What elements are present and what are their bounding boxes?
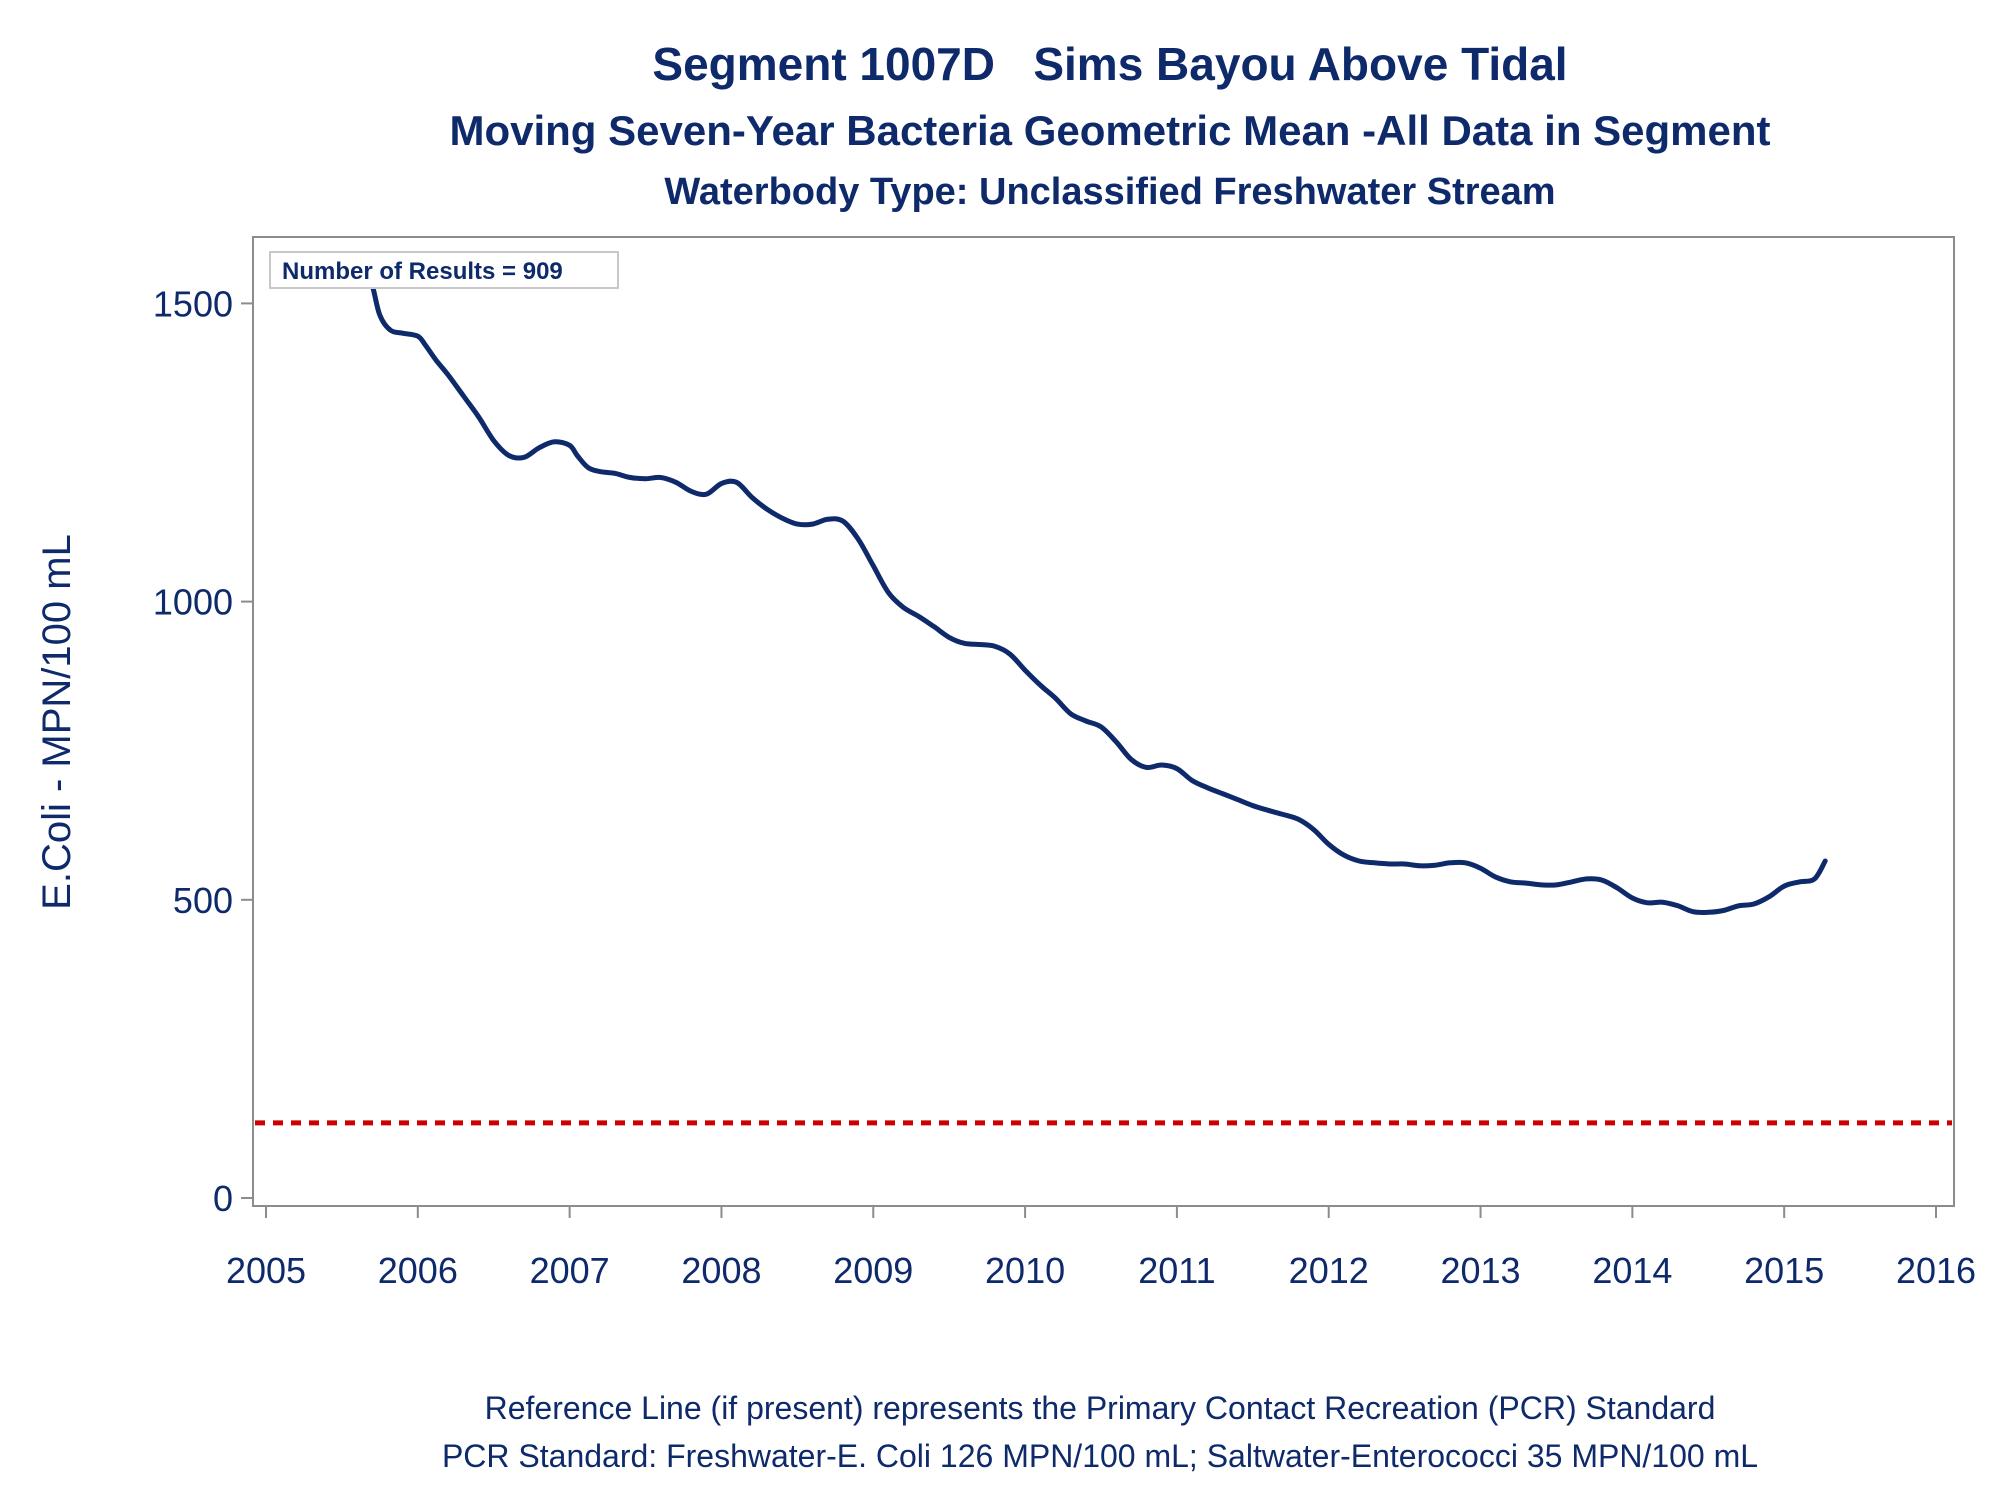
chart-title: Segment 1007D Sims Bayou Above Tidal xyxy=(652,38,1567,90)
x-tick-label: 2013 xyxy=(1440,1250,1520,1291)
x-tick-label: 2010 xyxy=(985,1250,1065,1291)
x-tick-label: 2015 xyxy=(1744,1250,1824,1291)
y-tick-label: 500 xyxy=(173,880,233,921)
x-tick-label: 2006 xyxy=(378,1250,458,1291)
x-axis: 2005 2006 2007 2008 2009 2010 2011 2012 2013 2014… xyxy=(226,1206,1976,1291)
x-tick-label: 2007 xyxy=(530,1250,610,1291)
y-tick-label: 1500 xyxy=(153,283,233,324)
plot-area xyxy=(253,237,1954,1206)
x-tick-label: 2014 xyxy=(1592,1250,1672,1291)
chart: Segment 1007D Sims Bayou Above Tidal Mov… xyxy=(0,0,2000,1500)
x-tick-label: 2016 xyxy=(1896,1250,1976,1291)
x-tick-label: 2005 xyxy=(226,1250,306,1291)
y-axis: 0 500 1000 1500 xyxy=(153,283,253,1219)
y-tick-label: 1000 xyxy=(153,582,233,623)
chart-subtitle-2: Waterbody Type: Unclassified Freshwater … xyxy=(664,171,1555,213)
footnote-line-2: PCR Standard: Freshwater-E. Coli 126 MPN… xyxy=(442,1438,1758,1474)
footnote-line-1: Reference Line (if present) represents t… xyxy=(485,1390,1716,1426)
x-tick-label: 2008 xyxy=(681,1250,761,1291)
y-axis-label: E.Coli - MPN/100 mL xyxy=(35,534,79,910)
chart-subtitle: Moving Seven-Year Bacteria Geometric Mea… xyxy=(449,107,1770,154)
x-tick-label: 2011 xyxy=(1138,1250,1215,1291)
x-tick-label: 2009 xyxy=(833,1250,913,1291)
y-tick-label: 0 xyxy=(213,1178,233,1219)
x-tick-label: 2012 xyxy=(1289,1250,1369,1291)
annotation-text: Number of Results = 909 xyxy=(282,258,563,285)
